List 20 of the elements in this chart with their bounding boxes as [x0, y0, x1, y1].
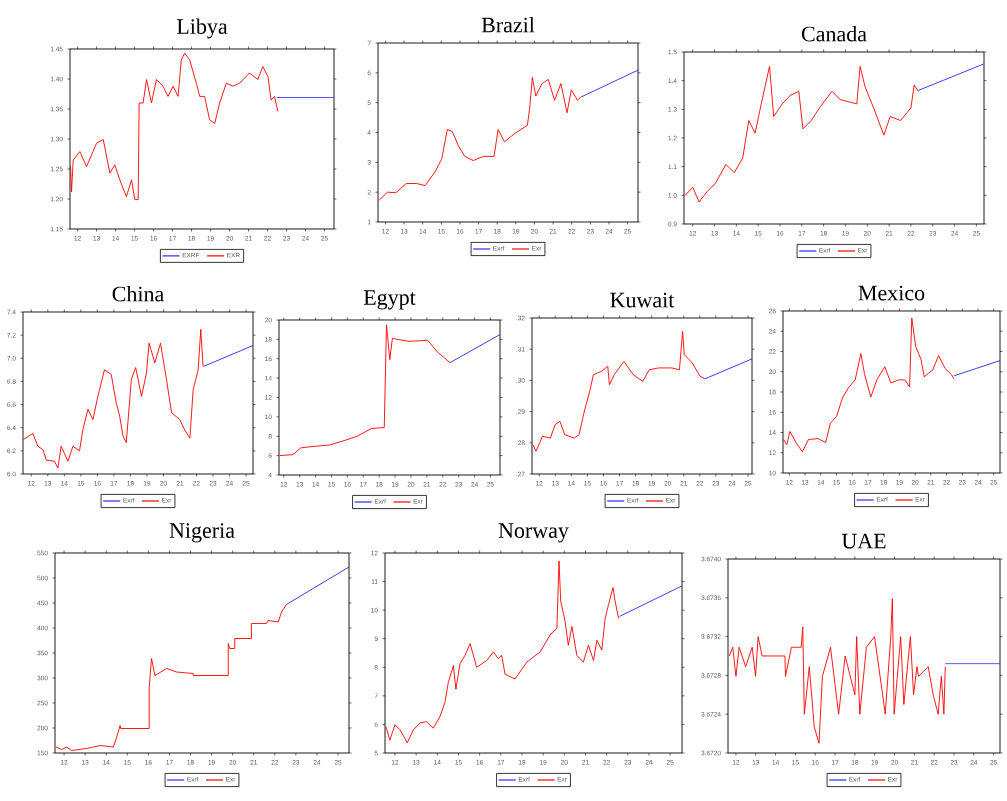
chart-title: UAE	[841, 533, 886, 549]
line-series	[55, 604, 287, 751]
line-series	[279, 324, 451, 457]
line-series	[684, 65, 919, 203]
line-series	[783, 317, 955, 453]
chart-title: Norway	[498, 523, 569, 543]
line-series	[532, 330, 706, 452]
chart-title: China	[112, 285, 164, 302]
chart-title: Nigeria	[169, 523, 235, 543]
chart-title: Libya	[176, 18, 228, 39]
line-series	[385, 560, 619, 744]
chart-title: Kuwait	[610, 292, 675, 308]
chart-title: Brazil	[481, 16, 535, 33]
line-series	[23, 328, 204, 469]
line-series	[378, 76, 583, 201]
chart-title: Mexico	[858, 285, 925, 301]
chart-title: Canada	[801, 25, 867, 42]
line-series	[70, 52, 279, 201]
line-series	[728, 598, 946, 744]
chart-title: Egypt	[363, 290, 416, 310]
